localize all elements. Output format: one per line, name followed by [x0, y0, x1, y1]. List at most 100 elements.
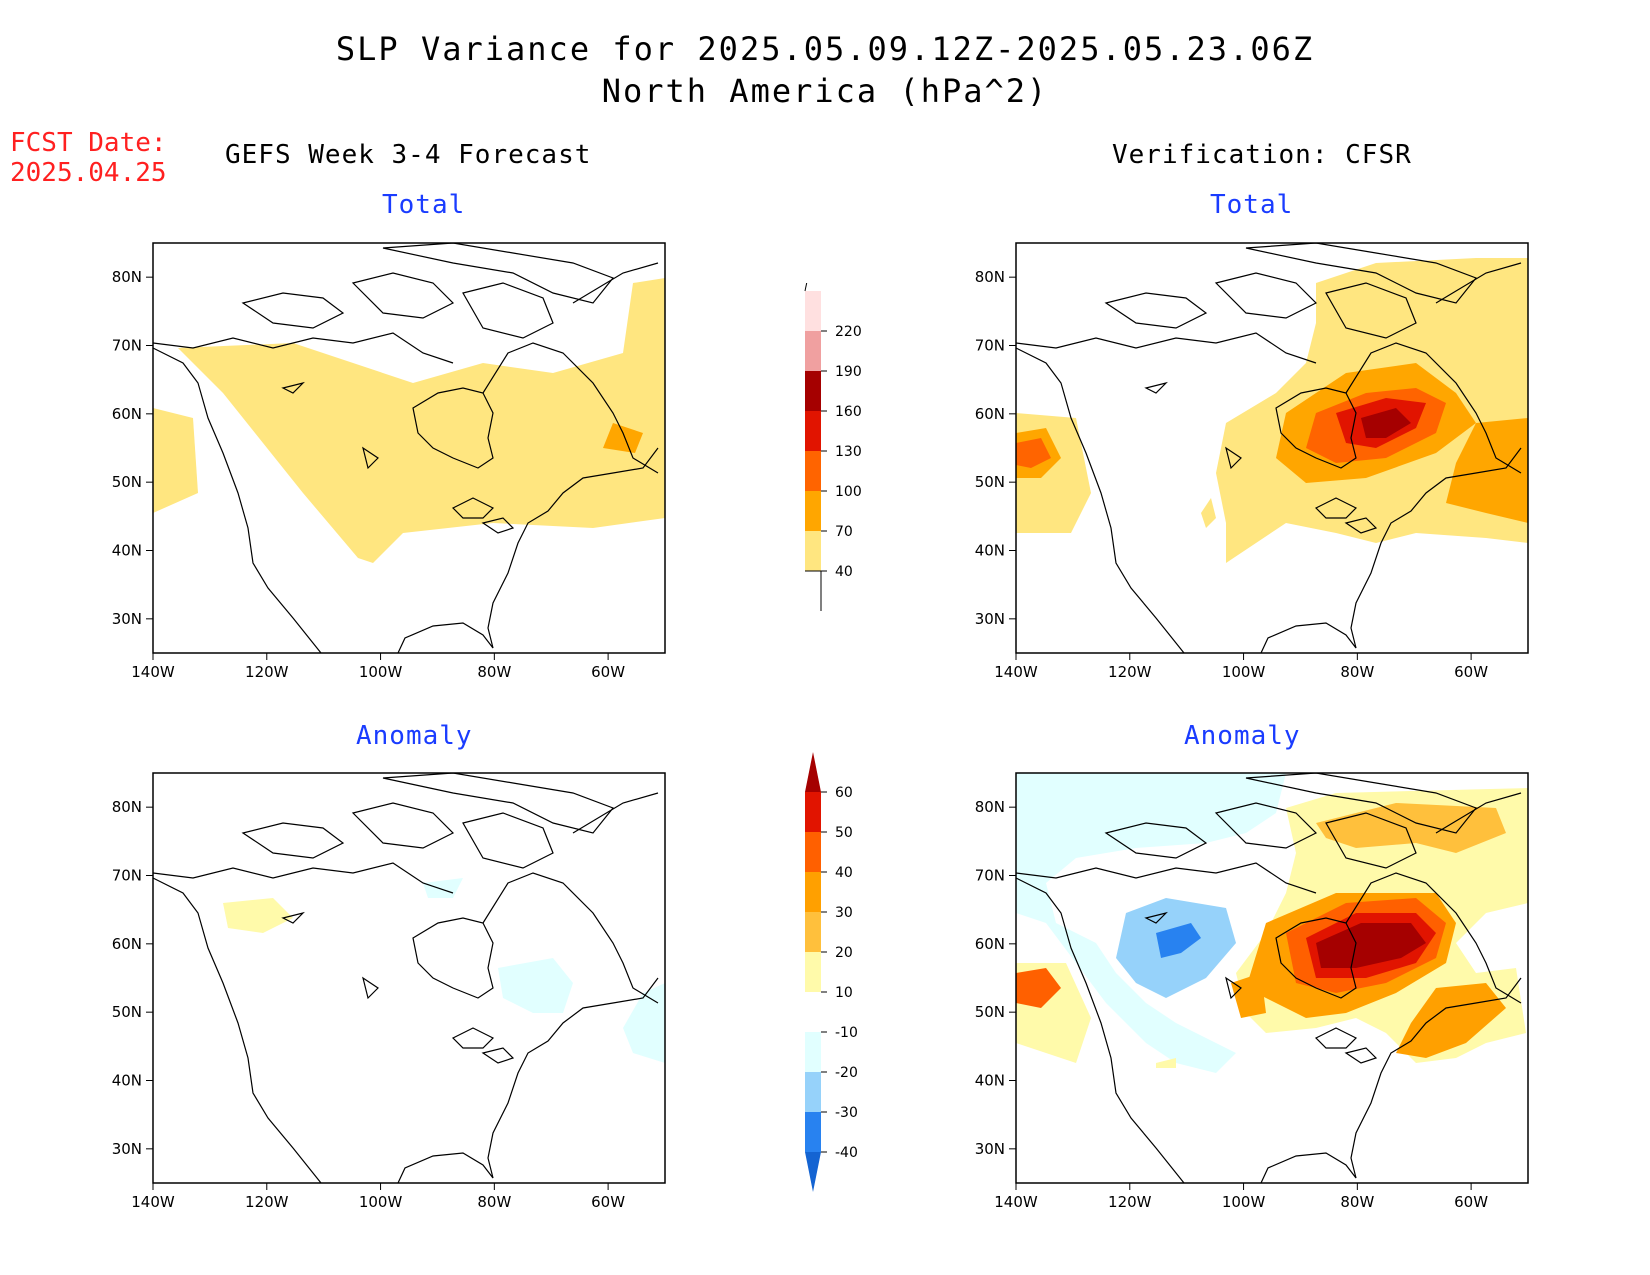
- figure-title: SLP Variance for 2025.05.09.12Z-2025.05.…: [335, 30, 1315, 68]
- lat-tick-label: 30N: [975, 610, 1005, 628]
- colorbar-anomaly-label: 60: [835, 785, 853, 801]
- lat-tick-label: 80N: [112, 268, 142, 286]
- lon-tick-label: 60W: [1454, 663, 1488, 681]
- panel-title-forecast-total: Total: [382, 190, 466, 220]
- colorbar-anomaly-box: [805, 832, 821, 872]
- lat-tick-label: 50N: [112, 1003, 142, 1021]
- lon-tick-label: 80W: [477, 663, 511, 681]
- lon-tick-label: 120W: [245, 663, 289, 681]
- lon-tick-label: 100W: [359, 663, 403, 681]
- lat-tick-label: 30N: [112, 610, 142, 628]
- lat-tick-label: 30N: [975, 1140, 1005, 1158]
- lon-tick-label: 140W: [131, 663, 175, 681]
- map-forecast-total: 140W 120W 100W 80W 60W 80N 70N 60N 50N 40N 30N: [112, 242, 666, 681]
- colorbar-total-box: [805, 331, 821, 371]
- colorbar-total-label: 220: [835, 324, 862, 340]
- colorbar-total-label: 130: [835, 444, 862, 460]
- lat-tick-label: 50N: [975, 1003, 1005, 1021]
- fcst-label: FCST Date:: [10, 128, 167, 158]
- lon-tick-label: 120W: [1108, 1193, 1152, 1211]
- lat-tick-label: 40N: [975, 1072, 1005, 1090]
- map-verification-total: 140W 120W 100W 80W 60W 80N 70N 60N 50N 40N 30N: [975, 242, 1529, 681]
- lon-tick-label: 80W: [1340, 663, 1374, 681]
- lon-tick-label: 140W: [994, 663, 1038, 681]
- lat-tick-label: 50N: [975, 473, 1005, 491]
- lat-tick-label: 70N: [975, 337, 1005, 355]
- lon-tick-label: 80W: [477, 1193, 511, 1211]
- panel-title-forecast-anomaly: Anomaly: [356, 721, 473, 751]
- lon-tick-label: 80W: [1340, 1193, 1374, 1211]
- colorbar-anomaly-end-high: [805, 752, 821, 792]
- colorbar-total-box: [805, 291, 821, 331]
- colorbar-total-label: 190: [835, 364, 862, 380]
- fcst-date: 2025.04.25: [10, 158, 167, 188]
- colorbar-anomaly-label: 50: [835, 825, 853, 841]
- colorbar-anomaly-label: 20: [835, 945, 853, 961]
- colorbar-total-box: [805, 531, 821, 571]
- lon-tick-label: 60W: [1454, 1193, 1488, 1211]
- lon-tick-label: 120W: [245, 1193, 289, 1211]
- lat-tick-label: 70N: [112, 867, 142, 885]
- colorbar-total-box: [805, 371, 821, 411]
- map-verification-anomaly: 140W 120W 100W 80W 60W 80N 70N 60N 50N 40N 30N: [975, 772, 1529, 1211]
- colorbar-anomaly-box: [805, 952, 821, 992]
- lat-tick-label: 80N: [112, 798, 142, 816]
- colorbar-total: 40 70 100 130 160 190 220: [804, 283, 862, 611]
- colorbar-total-end: [805, 570, 822, 611]
- axes-forecast-anomaly: 140W 120W 100W 80W 60W 80N 70N 60N 50N 40N 30N: [112, 798, 626, 1211]
- lat-tick-label: 70N: [975, 867, 1005, 885]
- lat-tick-label: 70N: [112, 337, 142, 355]
- colorbar-anomaly-end-low: [805, 1152, 821, 1192]
- lon-tick-label: 120W: [1108, 663, 1152, 681]
- colorbar-anomaly-box: [805, 1032, 821, 1072]
- map-forecast-anomaly: 140W 120W 100W 80W 60W 80N 70N 60N 50N 40N 30N: [112, 772, 666, 1211]
- colorbar-anomaly-label: 40: [835, 865, 853, 881]
- colorbar-total-label: 160: [835, 404, 862, 420]
- lat-tick-label: 40N: [112, 1072, 142, 1090]
- lat-tick-label: 60N: [975, 935, 1005, 953]
- colorbar-total-box: [805, 491, 821, 531]
- colorbar-anomaly-label: -30: [835, 1105, 858, 1121]
- figure-subtitle: North America (hPa^2): [601, 72, 1049, 110]
- lon-tick-label: 60W: [591, 663, 625, 681]
- axes-verification-total: 140W 120W 100W 80W 60W 80N 70N 60N 50N 40N 30N: [975, 268, 1489, 681]
- colorbar-anomaly-box: [805, 912, 821, 952]
- colorbar-anomaly-label: -40: [835, 1145, 858, 1161]
- right-column-title: Verification: CFSR: [1112, 140, 1412, 170]
- lat-tick-label: 60N: [112, 405, 142, 423]
- colorbar-anomaly-label: 30: [835, 905, 853, 921]
- lat-tick-label: 50N: [112, 473, 142, 491]
- lon-tick-label: 100W: [359, 1193, 403, 1211]
- colorbar-anomaly-label: 10: [835, 985, 853, 1001]
- lon-tick-label: 100W: [1222, 663, 1266, 681]
- lat-tick-label: 60N: [975, 405, 1005, 423]
- lat-tick-label: 40N: [975, 542, 1005, 560]
- colorbar-total-label: 100: [835, 484, 862, 500]
- lat-tick-label: 80N: [975, 268, 1005, 286]
- colorbar-total-box: [805, 451, 821, 491]
- colorbar-total-label: 40: [835, 564, 853, 580]
- lat-tick-label: 80N: [975, 798, 1005, 816]
- axes-forecast-total: 140W 120W 100W 80W 60W 80N 70N 60N 50N 40N 30N: [112, 268, 626, 681]
- colorbar-anomaly-box: [805, 992, 821, 1032]
- colorbar-total-label: 70: [835, 524, 853, 540]
- colorbar-anomaly: -40 -30 -20 -10 10 20 30 40 50 60: [805, 752, 858, 1192]
- left-column-title: GEFS Week 3-4 Forecast: [225, 140, 592, 170]
- lat-tick-label: 40N: [112, 542, 142, 560]
- colorbar-anomaly-label: -10: [835, 1025, 858, 1041]
- colorbar-total-end: [804, 283, 808, 292]
- colorbar-anomaly-label: -20: [835, 1065, 858, 1081]
- panel-title-verification-anomaly: Anomaly: [1184, 721, 1301, 751]
- lon-tick-label: 140W: [131, 1193, 175, 1211]
- colorbar-total-box: [805, 411, 821, 451]
- colorbar-anomaly-box: [805, 792, 821, 832]
- lon-tick-label: 140W: [994, 1193, 1038, 1211]
- lon-tick-label: 60W: [591, 1193, 625, 1211]
- colorbar-anomaly-box: [805, 1072, 821, 1112]
- axes-verification-anomaly: 140W 120W 100W 80W 60W 80N 70N 60N 50N 40N 30N: [975, 798, 1489, 1211]
- lon-tick-label: 100W: [1222, 1193, 1266, 1211]
- panel-title-verification-total: Total: [1210, 190, 1294, 220]
- colorbar-anomaly-box: [805, 1112, 821, 1152]
- colorbar-anomaly-box: [805, 872, 821, 912]
- lat-tick-label: 30N: [112, 1140, 142, 1158]
